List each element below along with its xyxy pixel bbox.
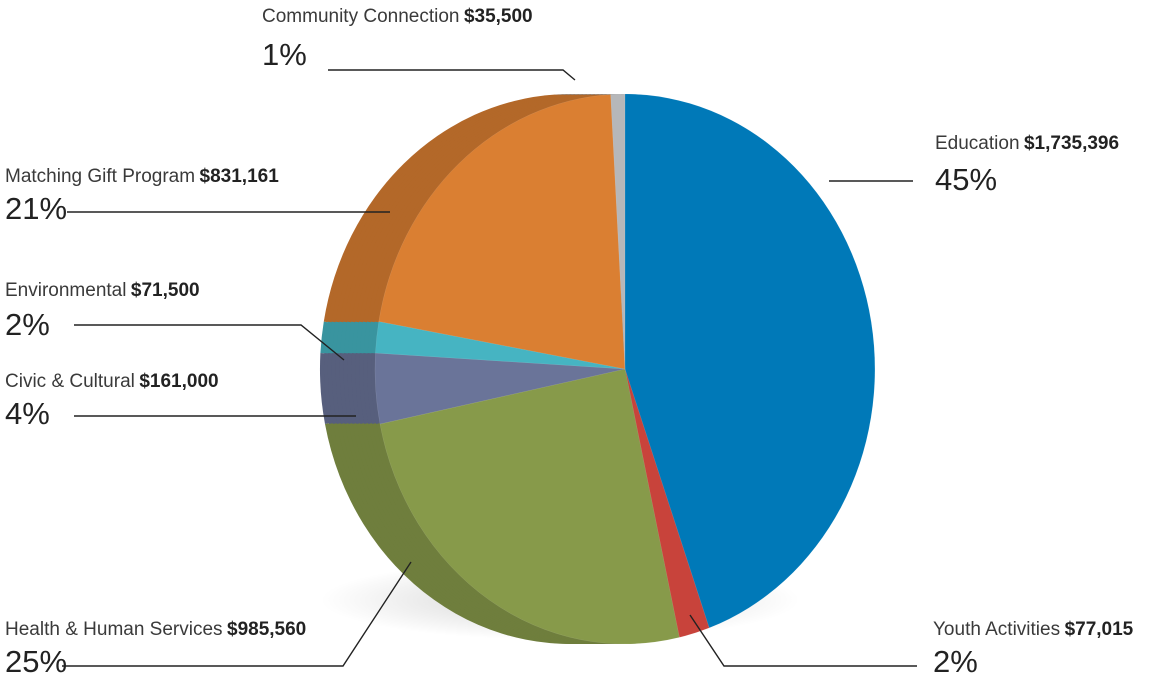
- label-amount: $831,161: [199, 166, 279, 187]
- pie-slice-environmental: [375, 321, 626, 370]
- label-percent: 45%: [935, 162, 998, 197]
- label-name: Community Connection: [262, 6, 460, 27]
- leader-line-environmental: [74, 324, 345, 361]
- label-amount: $35,500: [463, 6, 533, 27]
- label-amount: $77,015: [1064, 619, 1134, 640]
- label-matching-gift: Matching Gift Program $831,161 21%: [5, 166, 279, 226]
- pie-slice-health-human-services: [379, 368, 680, 645]
- label-youth-activities: Youth Activities $77,015 2%: [933, 619, 1133, 679]
- label-civic-cultural: Civic & Cultural $161,000 4%: [5, 371, 219, 431]
- label-name: Civic & Cultural: [5, 371, 135, 392]
- label-percent: 2%: [5, 307, 50, 342]
- label-name: Matching Gift Program: [5, 166, 196, 187]
- label-name: Education: [935, 133, 1020, 154]
- label-name: Youth Activities: [933, 619, 1061, 640]
- leader-line-community-connection: [328, 69, 576, 81]
- label-percent: 4%: [5, 396, 50, 431]
- label-percent: 25%: [5, 644, 68, 679]
- pie-slice-education: [624, 93, 876, 629]
- leader-line-youth-activities: [689, 614, 917, 667]
- label-health-human-services: Health & Human Services $985,560 25%: [5, 619, 306, 679]
- label-percent: 21%: [5, 191, 68, 226]
- label-amount: $985,560: [227, 619, 307, 640]
- label-education: Education $1,735,396 45%: [935, 133, 1119, 197]
- label-amount: $1,735,396: [1023, 133, 1120, 154]
- pie-slices: [374, 93, 876, 645]
- label-community-connection: Community Connection $35,500 1%: [262, 6, 533, 72]
- pie-slice-civic-cultural: [374, 352, 626, 425]
- leader-line-health-human-services: [62, 561, 412, 667]
- label-amount: $71,500: [130, 280, 200, 301]
- leader-lines: [62, 69, 917, 667]
- label-environmental: Environmental $71,500 2%: [5, 280, 200, 342]
- label-name: Health & Human Services: [5, 619, 223, 640]
- label-percent: 2%: [933, 644, 978, 679]
- pie-slice-matching-gift-program: [378, 94, 626, 370]
- pie-slice-community-connection: [610, 93, 626, 370]
- pie-slice-youth-activities: [624, 368, 710, 638]
- label-name: Environmental: [5, 280, 127, 301]
- label-amount: $161,000: [139, 371, 219, 392]
- label-percent: 1%: [262, 37, 307, 72]
